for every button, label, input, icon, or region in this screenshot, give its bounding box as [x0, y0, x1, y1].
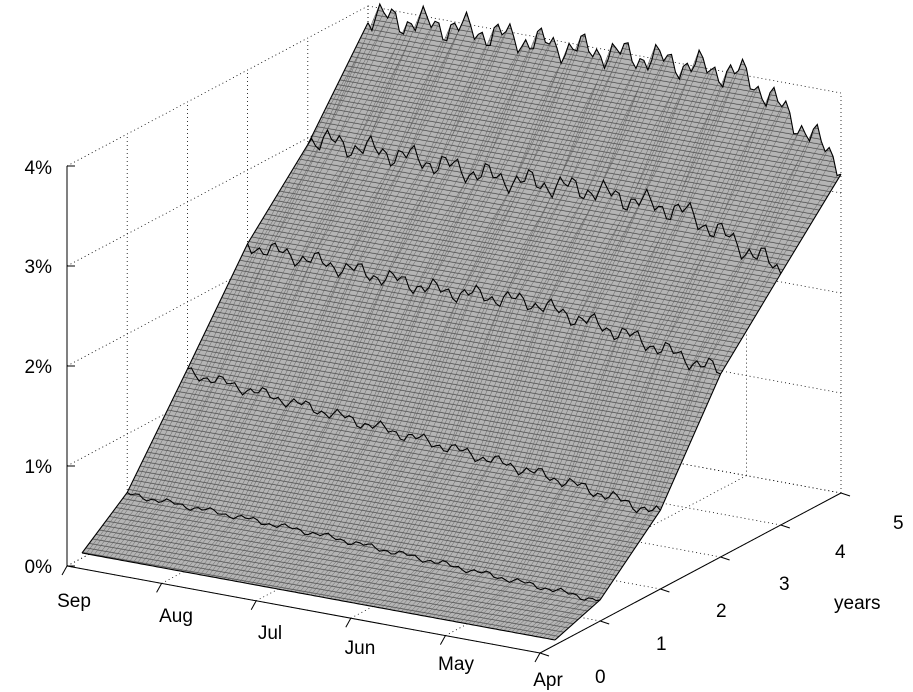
y-axis-line	[539, 492, 842, 654]
grid-line	[66, 5, 369, 167]
y-axis-tick	[780, 524, 790, 529]
maturity-contour-line	[81, 552, 556, 641]
surface-edge	[81, 22, 369, 554]
y-tick-label: 4	[835, 542, 846, 563]
y-tick-label: 3	[779, 574, 790, 595]
z-tick-label: 3%	[25, 257, 53, 278]
maturity-contour-line	[126, 492, 601, 602]
x-tick-label: Apr	[533, 670, 563, 691]
x-tick-label: Aug	[159, 606, 193, 627]
maturity-contour-line	[247, 242, 721, 375]
y-tick-label: 5	[893, 513, 904, 534]
y-axis-ticks: 0 1 2 3 4 5	[595, 513, 904, 688]
z-tick-label: 1%	[25, 457, 53, 478]
maturity-contour-line	[307, 128, 782, 274]
z-tick-label: 4%	[25, 158, 53, 179]
x-tick-label: Sep	[57, 591, 91, 612]
surface-layer	[81, 2, 842, 641]
x-axis-tick	[534, 652, 541, 663]
x-axis-tick	[439, 635, 446, 645]
maturity-contour-line	[187, 367, 661, 514]
y-axis-tick	[600, 620, 610, 625]
axes-layer	[61, 165, 851, 663]
z-tick-label: 2%	[25, 357, 53, 378]
x-axis-tick	[61, 565, 68, 576]
y-axis-tick	[720, 556, 730, 561]
x-axis-line	[66, 565, 541, 654]
x-axis-tick	[156, 583, 163, 593]
y-tick-label: 0	[595, 667, 606, 688]
y-tick-label: 2	[716, 601, 727, 622]
z-tick-label: 0%	[25, 557, 53, 578]
x-tick-label: Jun	[345, 638, 376, 659]
x-axis-tick	[345, 617, 352, 628]
y-tick-label: 1	[656, 634, 667, 655]
y-axis-tick	[660, 588, 670, 593]
z-axis-ticks: 0% 1% 2% 3% 4%	[25, 158, 53, 578]
x-tick-label: May	[438, 654, 474, 675]
maturity-contour-line	[367, 2, 842, 177]
x-tick-label: Jul	[258, 623, 282, 644]
y-axis-title: years	[834, 593, 880, 614]
surface-edge	[554, 173, 842, 641]
y-axis-tick	[539, 652, 550, 657]
grid-line	[367, 5, 842, 94]
x-axis-ticks: Sep Aug Jul Jun May Apr	[57, 591, 563, 691]
y-axis-tick	[840, 492, 851, 497]
x-axis-tick	[250, 600, 257, 611]
